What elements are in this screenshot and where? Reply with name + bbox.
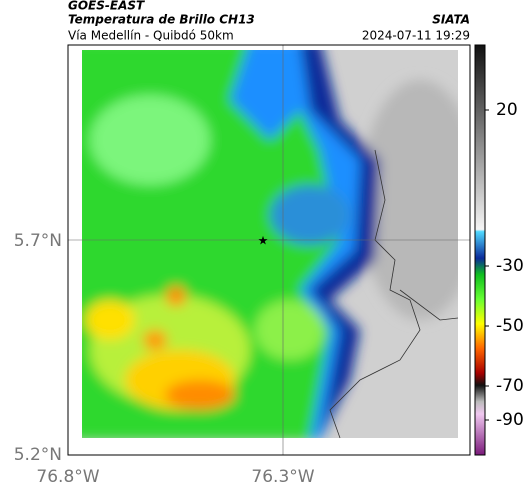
title: GOES-EAST: [68, 0, 145, 13]
colorbar-tick-label: -30: [496, 256, 524, 276]
colorbar-tick-label: -70: [496, 376, 524, 396]
y-tick-label: 5.7°N: [14, 231, 62, 251]
timestamp: 2024-07-11 19:29: [362, 29, 470, 43]
border-line: [329, 149, 421, 439]
map-frame: [67, 44, 471, 456]
subtitle: Temperatura de Brillo CH13: [68, 13, 255, 27]
x-tick-label: 76.3°W: [251, 467, 314, 487]
border-line: [399, 289, 459, 321]
source: SIATA: [432, 13, 470, 27]
colorbar-ticks: 20 -30 -50 -70 -90: [485, 100, 524, 430]
y-tick-label: 5.2°N: [14, 445, 62, 465]
colorbar-tick-label: -90: [496, 410, 524, 430]
satellite-image: [82, 50, 458, 438]
colorbar-tick-label: -50: [496, 316, 524, 336]
colorbar: [474, 44, 486, 456]
x-tick-label: 76.8°W: [36, 467, 99, 487]
colorbar-tick-label: 20: [496, 100, 518, 120]
region: Vía Medellín - Quibdó 50km: [68, 29, 234, 43]
location-star: ★: [258, 234, 269, 248]
